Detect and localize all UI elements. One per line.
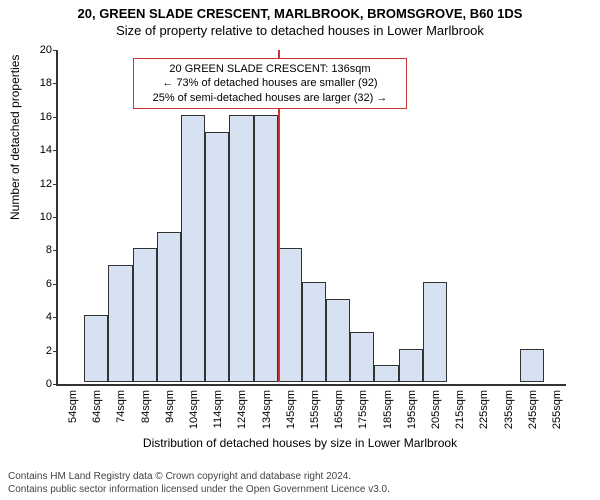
x-tick-label: 175sqm <box>357 390 369 429</box>
histogram-bar <box>326 299 350 383</box>
y-axis-label: Number of detached properties <box>8 55 22 220</box>
annotation-box: 20 GREEN SLADE CRESCENT: 136sqm← 73% of … <box>133 58 407 109</box>
x-tick-label: 84sqm <box>140 390 152 423</box>
y-tick-label: 18 <box>24 77 52 89</box>
histogram-bar <box>423 282 447 382</box>
x-tick-label: 165sqm <box>333 390 345 429</box>
x-tick-label: 74sqm <box>115 390 127 423</box>
y-tick-label: 0 <box>24 378 52 390</box>
y-tick-label: 20 <box>24 44 52 56</box>
x-tick-label: 215sqm <box>454 390 466 429</box>
x-tick-label: 54sqm <box>67 390 79 423</box>
histogram-bar <box>157 232 181 382</box>
x-tick-label: 205sqm <box>430 390 442 429</box>
y-tick-label: 8 <box>24 244 52 256</box>
histogram-bar <box>254 115 278 382</box>
plot-area: 0246810121416182054sqm64sqm74sqm84sqm94s… <box>56 50 566 386</box>
y-tick-label: 4 <box>24 311 52 323</box>
x-tick-label: 64sqm <box>91 390 103 423</box>
x-tick-label: 245sqm <box>527 390 539 429</box>
footer-line-2: Contains public sector information licen… <box>8 484 592 497</box>
y-tick-label: 2 <box>24 345 52 357</box>
footer-line-1: Contains HM Land Registry data © Crown c… <box>8 471 592 484</box>
histogram-bar <box>350 332 374 382</box>
histogram-bar <box>229 115 253 382</box>
histogram-bar <box>520 349 544 382</box>
y-tick-label: 16 <box>24 111 52 123</box>
x-tick-label: 225sqm <box>478 390 490 429</box>
x-tick-label: 185sqm <box>382 390 394 429</box>
histogram-bar <box>133 248 157 382</box>
y-tick-label: 6 <box>24 278 52 290</box>
subtitle: Size of property relative to detached ho… <box>0 21 600 38</box>
x-tick-label: 104sqm <box>188 390 200 429</box>
x-tick-label: 255sqm <box>551 390 563 429</box>
x-axis-label: Distribution of detached houses by size … <box>0 436 600 450</box>
annotation-line: 20 GREEN SLADE CRESCENT: 136sqm <box>140 62 400 76</box>
histogram-bar <box>302 282 326 382</box>
address-title: 20, GREEN SLADE CRESCENT, MARLBROOK, BRO… <box>0 0 600 21</box>
x-tick-label: 114sqm <box>212 390 224 428</box>
x-tick-label: 94sqm <box>164 390 176 423</box>
annotation-line: 25% of semi-detached houses are larger (… <box>140 91 400 105</box>
y-tick-label: 10 <box>24 211 52 223</box>
histogram-bar <box>108 265 132 382</box>
x-tick-label: 145sqm <box>285 390 297 429</box>
x-tick-label: 235sqm <box>503 390 515 429</box>
x-tick-label: 195sqm <box>406 390 418 429</box>
x-tick-label: 134sqm <box>261 390 273 429</box>
footer-attribution: Contains HM Land Registry data © Crown c… <box>8 471 592 496</box>
histogram-bar <box>399 349 423 382</box>
histogram-bar <box>84 315 108 382</box>
histogram-bar <box>205 132 229 383</box>
histogram-chart: 0246810121416182054sqm64sqm74sqm84sqm94s… <box>56 50 566 386</box>
histogram-bar <box>181 115 205 382</box>
histogram-bar <box>278 248 302 382</box>
x-tick-label: 124sqm <box>236 390 248 429</box>
y-tick-label: 14 <box>24 144 52 156</box>
annotation-line: ← 73% of detached houses are smaller (92… <box>140 76 400 90</box>
histogram-bar <box>374 365 398 382</box>
x-tick-label: 155sqm <box>309 390 321 429</box>
y-tick-label: 12 <box>24 178 52 190</box>
